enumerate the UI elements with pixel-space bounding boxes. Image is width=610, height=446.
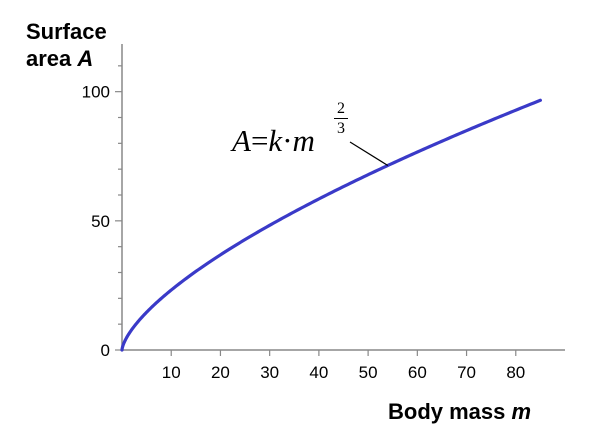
y-tick-label: 100 — [82, 83, 110, 102]
formula-equals: = — [250, 123, 269, 158]
tick-labels: 10 20 30 40 50 60 70 80 0 50 100 — [82, 83, 526, 382]
x-tick-label: 20 — [211, 363, 230, 382]
exponent-denominator: 3 — [337, 120, 345, 137]
y-axis-title-line1: Surface — [26, 19, 107, 44]
annotation-group — [349, 141, 389, 166]
x-tick-label: 60 — [408, 363, 427, 382]
y-axis-title: Surface area A — [26, 18, 107, 72]
annotation-leader-line — [349, 141, 389, 166]
formula-annotation: A=k·m — [232, 124, 315, 158]
formula-exponent: 2 3 — [332, 100, 350, 137]
axes — [121, 44, 565, 351]
x-axis-variable: m — [511, 399, 532, 424]
exponent-numerator: 2 — [337, 100, 345, 117]
x-axis-title: Body mass m — [388, 398, 531, 425]
x-tick-label: 50 — [359, 363, 378, 382]
x-tick-label: 40 — [309, 363, 328, 382]
x-tick-label: 80 — [506, 363, 525, 382]
ticks — [115, 65, 517, 356]
x-tick-label: 70 — [457, 363, 476, 382]
x-tick-label: 10 — [162, 363, 181, 382]
formula-lhs: A — [232, 123, 251, 158]
y-axis-variable: A — [77, 46, 94, 71]
y-axis-title-line2: area — [26, 46, 72, 71]
x-tick-label: 30 — [260, 363, 279, 382]
formula-dot: · — [282, 123, 293, 158]
x-axis-title-text: Body mass — [388, 399, 506, 424]
series — [120, 98, 542, 352]
formula-m: m — [292, 123, 315, 158]
y-tick-label: 0 — [101, 341, 110, 360]
formula-k: k — [268, 123, 283, 158]
data-line — [120, 98, 542, 352]
exponent-fraction-bar — [334, 118, 348, 119]
y-tick-label: 50 — [91, 212, 110, 231]
